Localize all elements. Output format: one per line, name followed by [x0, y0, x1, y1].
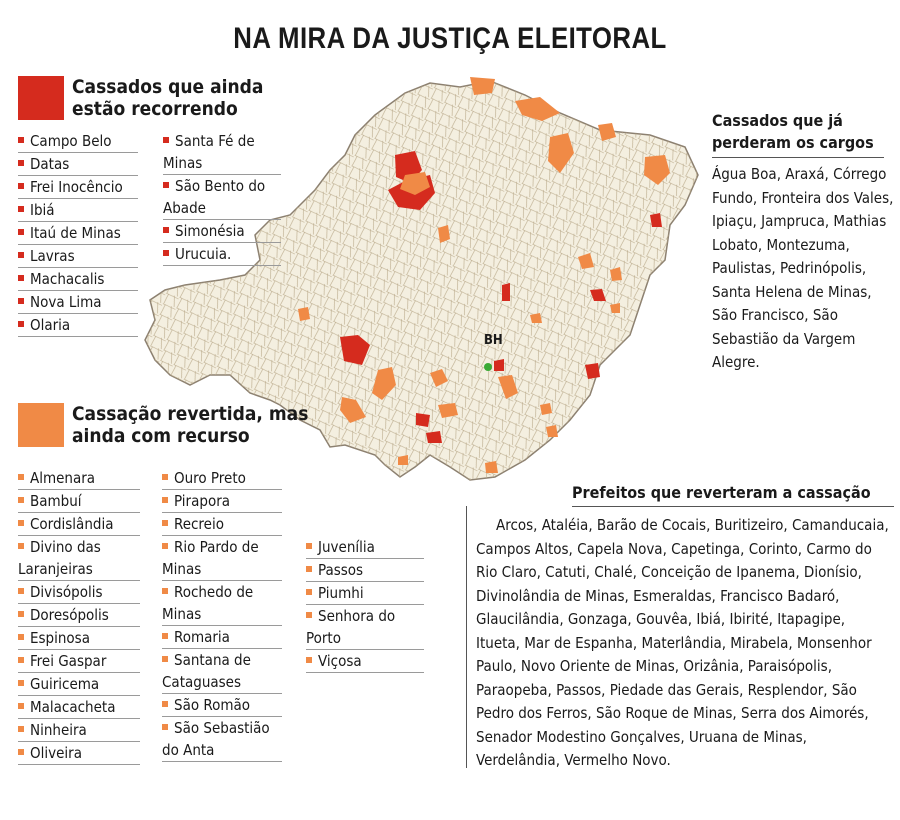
- legend-orange-swatch: [18, 403, 64, 447]
- list-item: Passos: [306, 559, 424, 582]
- list-item: Ibiá: [18, 199, 138, 222]
- reverted-vertical-rule: [466, 506, 467, 768]
- municipality-orange: [470, 77, 495, 95]
- list-item: Divisópolis: [18, 581, 140, 604]
- list-item: São Sebastião do Anta: [162, 717, 282, 762]
- municipality-red: [650, 213, 662, 227]
- municipality-orange: [430, 369, 448, 387]
- municipality-red: [502, 283, 510, 301]
- list-item: São Bento do Abade: [163, 175, 281, 220]
- list-item: Cordislândia: [18, 513, 140, 536]
- list-item: Simonésia: [163, 220, 281, 243]
- list-item: Itaú de Minas: [18, 222, 138, 245]
- municipality-red: [426, 431, 442, 443]
- legend-red-title: Cassados que ainda estão recorrendo: [72, 76, 264, 120]
- bh-label: BH: [484, 333, 503, 348]
- municipality-orange: [438, 403, 458, 418]
- list-item: Rochedo de Minas: [162, 581, 282, 626]
- list-item: Romaria: [162, 626, 282, 649]
- municipality-orange: [644, 155, 670, 185]
- list-item: São Romão: [162, 694, 282, 717]
- reverted-title: Prefeitos que reverteram a cassação: [572, 483, 871, 502]
- legend-orange-header: Cassação revertida, mas ainda com recurs…: [18, 403, 335, 447]
- list-item: Datas: [18, 153, 138, 176]
- municipality-orange: [438, 225, 450, 243]
- list-item: Ouro Preto: [162, 467, 282, 490]
- municipality-red: [416, 413, 430, 427]
- municipality-orange: [340, 397, 366, 423]
- municipality-orange: [546, 425, 558, 437]
- municipality-orange: [610, 303, 620, 313]
- list-item: Pirapora: [162, 490, 282, 513]
- municipality-orange: [598, 123, 616, 141]
- municipality-orange: [485, 461, 498, 473]
- list-item: Piumhi: [306, 582, 424, 605]
- municipality-orange: [548, 133, 574, 173]
- list-item: Oliveira: [18, 742, 140, 765]
- list-item: Santa Fé de Minas: [163, 130, 281, 175]
- municipality-orange: [610, 267, 622, 281]
- legend-red-header: Cassados que ainda estão recorrendo: [18, 76, 285, 120]
- municipality-orange: [515, 97, 560, 121]
- municipality-red: [585, 363, 600, 379]
- list-item: Rio Pardo de Minas: [162, 536, 282, 581]
- list-item: Doresópolis: [18, 604, 140, 627]
- municipality-orange: [540, 403, 552, 415]
- legend-orange-list-3: Juvenília Passos Piumhi Senhora do Porto…: [306, 536, 424, 673]
- legend-red-list-2: Santa Fé de Minas São Bento do Abade Sim…: [163, 130, 281, 266]
- list-item: Machacalis: [18, 268, 138, 291]
- municipality-orange: [372, 367, 396, 400]
- legend-orange-list-1: Almenara Bambuí Cordislândia Divino das …: [18, 467, 140, 765]
- list-item: Senhora do Porto: [306, 605, 424, 650]
- belo-horizonte-marker: [484, 363, 492, 371]
- list-item: Almenara: [18, 467, 140, 490]
- list-item: Frei Gaspar: [18, 650, 140, 673]
- list-item: Santana de Cataguases: [162, 649, 282, 694]
- list-item: Divino das Laranjeiras: [18, 536, 140, 581]
- legend-red-swatch: [18, 76, 64, 120]
- lost-posts-text: Água Boa, Araxá, Córrego Fundo, Fronteir…: [712, 165, 894, 371]
- reverted-divider: [572, 506, 894, 507]
- minas-gerais-map: [144, 77, 699, 481]
- municipality-orange: [298, 307, 310, 321]
- legend-orange-list-2: Ouro Preto Pirapora Recreio Rio Pardo de…: [162, 467, 282, 762]
- list-item: Urucuia.: [163, 243, 281, 266]
- legend-orange-title: Cassação revertida, mas ainda com recurs…: [72, 403, 309, 447]
- list-item: Recreio: [162, 513, 282, 536]
- legend-red-list-1: Campo Belo Datas Frei Inocêncio Ibiá Ita…: [18, 130, 138, 337]
- list-item: Malacacheta: [18, 696, 140, 719]
- municipality-red: [590, 289, 606, 301]
- list-item: Guiricema: [18, 673, 140, 696]
- municipality-orange: [498, 375, 518, 399]
- list-item: Campo Belo: [18, 130, 138, 153]
- municipality-orange: [578, 253, 594, 269]
- list-item: Viçosa: [306, 650, 424, 673]
- list-item: Nova Lima: [18, 291, 138, 314]
- lost-posts-title: Cassados que já perderam os cargos: [712, 111, 874, 152]
- list-item: Espinosa: [18, 627, 140, 650]
- list-item: Olaria: [18, 314, 138, 337]
- list-item: Juvenília: [306, 536, 424, 559]
- list-item: Lavras: [18, 245, 138, 268]
- reverted-text: Arcos, Ataléia, Barão de Cocais, Buritiz…: [476, 516, 889, 769]
- municipality-orange: [400, 172, 430, 195]
- municipality-orange: [530, 313, 542, 323]
- list-item: Frei Inocêncio: [18, 176, 138, 199]
- municipality-orange: [398, 455, 408, 465]
- municipality-red: [494, 359, 504, 371]
- lost-posts-divider: [712, 157, 884, 158]
- municipality-red: [340, 335, 370, 365]
- page-title: NA MIRA DA JUSTIÇA ELEITORAL: [233, 22, 667, 55]
- list-item: Bambuí: [18, 490, 140, 513]
- list-item: Ninheira: [18, 719, 140, 742]
